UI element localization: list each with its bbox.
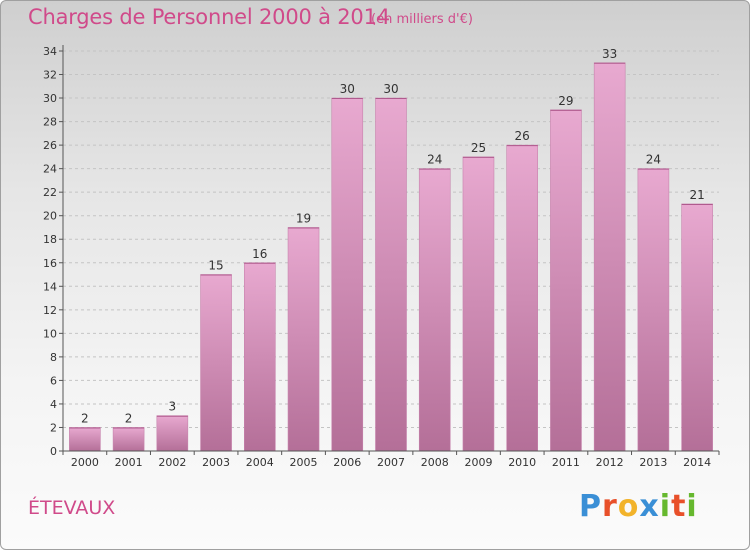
x-tick-label: 2005 (290, 456, 318, 469)
x-tick-label: 2009 (464, 456, 492, 469)
data-label: 24 (427, 153, 442, 167)
y-tick-label: 10 (43, 327, 57, 340)
x-tick-label: 2007 (377, 456, 405, 469)
bar (244, 262, 276, 452)
data-label: 15 (208, 259, 223, 273)
y-tick-label: 28 (43, 116, 57, 129)
commune-name: ÉTEVAUX (28, 497, 116, 519)
bar (506, 144, 539, 452)
data-label: 30 (383, 82, 398, 96)
bar (69, 427, 101, 452)
x-tick-label: 2011 (552, 456, 580, 469)
data-label: 24 (646, 153, 661, 167)
x-tick-label: 2008 (421, 456, 449, 469)
logo-letter: i (659, 489, 672, 524)
chart-title: Charges de Personnel 2000 à 2014 (28, 5, 390, 29)
y-tick-label: 32 (43, 69, 57, 82)
proxiti-logo: Proxiti (579, 489, 698, 524)
data-label: 16 (252, 247, 267, 261)
data-label: 30 (340, 82, 355, 96)
y-tick-label: 6 (50, 374, 57, 387)
y-tick-label: 20 (43, 210, 57, 223)
y-tick-label: 22 (43, 186, 57, 199)
data-label: 19 (296, 211, 311, 225)
x-tick-label: 2001 (115, 456, 143, 469)
bar (112, 427, 145, 452)
bar (156, 415, 189, 452)
x-tick-label: 2014 (683, 456, 711, 469)
bar (681, 203, 713, 452)
x-tick-label: 2013 (639, 456, 667, 469)
y-tick-label: 14 (43, 280, 57, 293)
y-tick-label: 18 (43, 233, 57, 246)
bars (69, 62, 713, 452)
y-tick-label: 30 (43, 92, 57, 105)
bar (375, 97, 407, 452)
x-tick-label: 2003 (202, 456, 230, 469)
x-tick-label: 2012 (596, 456, 624, 469)
logo-letter: o (617, 489, 640, 524)
y-tick-label: 16 (43, 257, 57, 270)
bar (287, 227, 320, 452)
y-tick-label: 0 (50, 445, 57, 458)
x-tick-label: 2006 (333, 456, 361, 469)
y-tick-label: 2 (50, 421, 57, 434)
bar (462, 156, 495, 452)
data-labels: 2 2 3 15 16 19 30 30 24 25 26 29 33 24 21 (81, 47, 705, 426)
bar (593, 62, 626, 452)
y-tick-label: 34 (43, 45, 57, 58)
data-label: 33 (602, 47, 617, 61)
y-tick-label: 26 (43, 139, 57, 152)
data-label: 3 (169, 400, 177, 414)
logo-letter: x (639, 489, 660, 524)
x-tick-label: 2000 (71, 456, 99, 469)
data-label: 21 (689, 188, 704, 202)
bar (550, 109, 582, 452)
logo-letter: P (579, 489, 602, 524)
logo-letter: i (686, 489, 698, 524)
x-tick-label: 2010 (508, 456, 536, 469)
y-tick-label: 24 (43, 163, 57, 176)
logo-letter: t (671, 489, 687, 524)
bar (200, 274, 232, 452)
data-label: 25 (471, 141, 486, 155)
bar (637, 168, 670, 452)
bar (418, 168, 451, 452)
logo-letter: r (602, 489, 618, 524)
y-tick-label: 4 (50, 398, 57, 411)
bar (331, 97, 364, 452)
data-label: 29 (558, 94, 573, 108)
data-label: 2 (81, 411, 89, 425)
y-tick-label: 8 (50, 351, 57, 364)
data-label: 26 (515, 129, 530, 143)
data-label: 2 (125, 411, 133, 425)
y-tick-label: 12 (43, 304, 57, 317)
x-tick-label: 2004 (246, 456, 274, 469)
chart-subtitle: (en milliers d'€) (371, 12, 473, 27)
x-tick-label: 2002 (158, 456, 186, 469)
